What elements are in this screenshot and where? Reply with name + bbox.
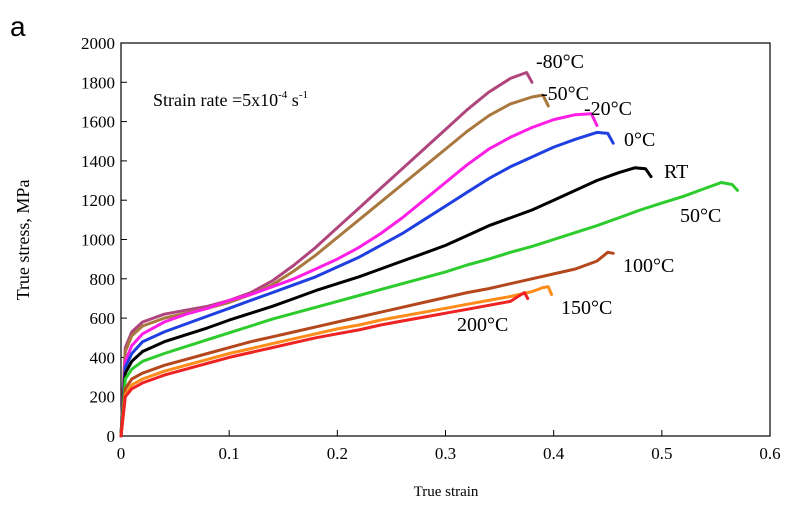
x-tick-label: 0.3	[435, 444, 456, 463]
panel-label: a	[10, 11, 26, 42]
series-label: 100°C	[623, 255, 674, 277]
series-line	[119, 71, 534, 438]
series-line	[119, 250, 615, 438]
x-tick-label: 0.1	[219, 444, 240, 463]
series-line	[119, 130, 615, 438]
series-line	[119, 93, 550, 438]
series-label: 0°C	[624, 129, 655, 151]
y-tick-label: 0	[107, 427, 116, 446]
series-label: 200°C	[457, 314, 508, 336]
y-tick-label: 600	[90, 309, 116, 328]
series-line	[119, 291, 530, 438]
series-line	[119, 181, 739, 438]
series-line	[119, 112, 599, 438]
series-label: RT	[664, 161, 688, 183]
series-labels: -80°C -50°C-20°C 0°C RT 50°C 100°C 150°C 200°C	[457, 51, 721, 336]
x-axis-title: True strain	[414, 484, 479, 500]
annotation-exponent-1: -4	[278, 89, 288, 101]
y-tick-label: 1000	[81, 231, 115, 250]
y-axis-ticks: 0 200 400 600 800 1000 1200 1400 1600 1800 2000	[81, 34, 127, 446]
y-tick-label: 1200	[81, 191, 115, 210]
y-tick-label: 200	[90, 388, 116, 407]
series-label: -50°C	[541, 83, 589, 105]
y-tick-label: 400	[90, 348, 116, 367]
y-axis-title: True stress, MPa	[13, 180, 33, 301]
x-tick-label: 0	[117, 444, 126, 463]
series-label: 50°C	[680, 205, 721, 227]
annotation-mid: s	[287, 90, 299, 110]
annotation-exponent-2: -1	[299, 89, 308, 101]
y-tick-label: 800	[90, 270, 116, 289]
x-tick-label: 0.6	[759, 444, 780, 463]
y-tick-label: 1400	[81, 152, 115, 171]
y-tick-label: 2000	[81, 34, 115, 53]
x-tick-label: 0.4	[543, 444, 565, 463]
series-lines	[119, 71, 739, 438]
x-tick-label: 0.2	[327, 444, 348, 463]
annotation-prefix: Strain rate =5x10	[153, 90, 278, 110]
series-line	[119, 166, 653, 438]
x-axis-ticks: 0 0.1 0.2 0.3 0.4 0.5 0.6	[117, 430, 781, 463]
x-tick-label: 0.5	[651, 444, 672, 463]
series-label: 150°C	[561, 297, 612, 319]
series-line	[119, 285, 553, 438]
series-label: -80°C	[536, 51, 584, 73]
y-tick-label: 1600	[81, 113, 115, 132]
y-tick-label: 1800	[81, 73, 115, 92]
series-label: -20°C	[584, 98, 632, 120]
strain-rate-annotation: Strain rate =5x10-4 s-1	[153, 89, 308, 110]
